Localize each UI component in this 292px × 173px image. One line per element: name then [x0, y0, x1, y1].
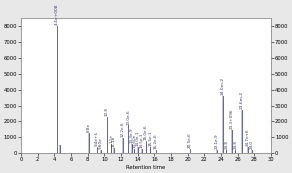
Text: 15.5e-1: 15.5e-1: [148, 131, 152, 146]
Text: 23.6m-2: 23.6m-2: [240, 91, 244, 110]
Text: 15.0e-6: 15.0e-6: [144, 125, 148, 140]
Text: 8.8e: 8.8e: [86, 123, 91, 132]
Text: 20.5e-6: 20.5e-6: [188, 133, 192, 148]
Text: 9.60e: 9.60e: [99, 138, 102, 149]
Text: 24.8: 24.8: [224, 140, 228, 149]
Text: 9.4e+5: 9.4e+5: [95, 131, 99, 146]
Text: 13.3e-9: 13.3e-9: [130, 127, 134, 143]
Text: 24.8: 24.8: [234, 140, 237, 149]
Text: 24.0: 24.0: [250, 140, 254, 149]
Text: 4.4e+008: 4.4e+008: [55, 4, 59, 25]
Text: 24.0m-2: 24.0m-2: [220, 77, 225, 95]
Text: 10.8: 10.8: [105, 107, 109, 116]
Text: 14.5e-1: 14.5e-1: [140, 133, 144, 148]
Text: 23.3+096: 23.3+096: [230, 109, 234, 129]
Text: 11.1e: 11.1e: [112, 136, 116, 147]
Text: 23.1e-9: 23.1e-9: [215, 133, 219, 149]
Text: 24.7e+6: 24.7e+6: [246, 129, 250, 146]
Text: 13.60e: 13.60e: [132, 134, 136, 148]
Text: 13.0e-6: 13.0e-6: [126, 109, 130, 125]
X-axis label: Retention time: Retention time: [126, 165, 166, 170]
Text: 12.2e-6: 12.2e-6: [121, 122, 125, 137]
Text: 1.1e: 1.1e: [110, 135, 114, 143]
Text: 16.2e-6: 16.2e-6: [154, 133, 158, 149]
Text: 14.0e-1: 14.0e-1: [136, 130, 140, 146]
